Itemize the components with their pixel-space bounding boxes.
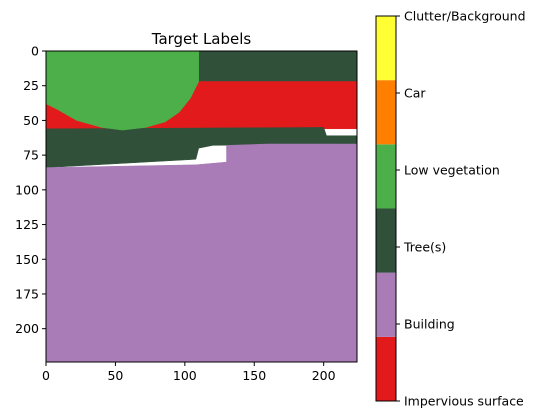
y-tick-label: 125 [15,217,39,232]
colorbar-segment [376,144,396,209]
colorbar-label: Impervious surface [404,394,524,409]
colorbar-label: Clutter/Background [404,9,526,24]
y-tick-label: 75 [23,148,39,163]
y-tick-label: 50 [23,113,39,128]
plot-area [45,50,358,363]
region-low-vegetation-4 [46,51,199,131]
colorbar: Impervious surface Building Tree(s) Low veg… [375,9,526,409]
colorbar-label: Car [404,86,426,101]
x-tick-label: 100 [173,368,197,383]
colorbar-segment [376,272,396,337]
x-tick-label: 150 [242,368,266,383]
colorbar-label: Low vegetation [404,163,500,178]
colorbar-segment [376,208,396,273]
colorbar-segment [376,336,396,401]
region-building-3 [46,143,357,362]
y-tick-label: 25 [23,78,39,93]
colorbar-label: Building [404,317,455,332]
chart-title: Target Labels [151,30,252,48]
x-tick-label: 200 [312,368,336,383]
colorbar-frame [375,15,397,402]
colorbar-label: Tree(s) [403,240,446,255]
colorbar-segment [376,80,396,145]
y-tick-label: 200 [15,321,39,336]
y-tick-label: 0 [31,44,39,59]
x-tick-label: 0 [42,368,50,383]
y-tick-label: 175 [15,286,39,301]
y-tick-label: 100 [15,182,39,197]
y-tick-label: 150 [15,252,39,267]
y-axis: 0 25 50 75 100 125 150 175 200 [15,44,46,336]
colorbar-segment [376,16,396,81]
x-tick-label: 50 [107,368,123,383]
plot-frame [45,50,358,363]
x-axis: 0 50 100 150 200 [42,362,336,383]
